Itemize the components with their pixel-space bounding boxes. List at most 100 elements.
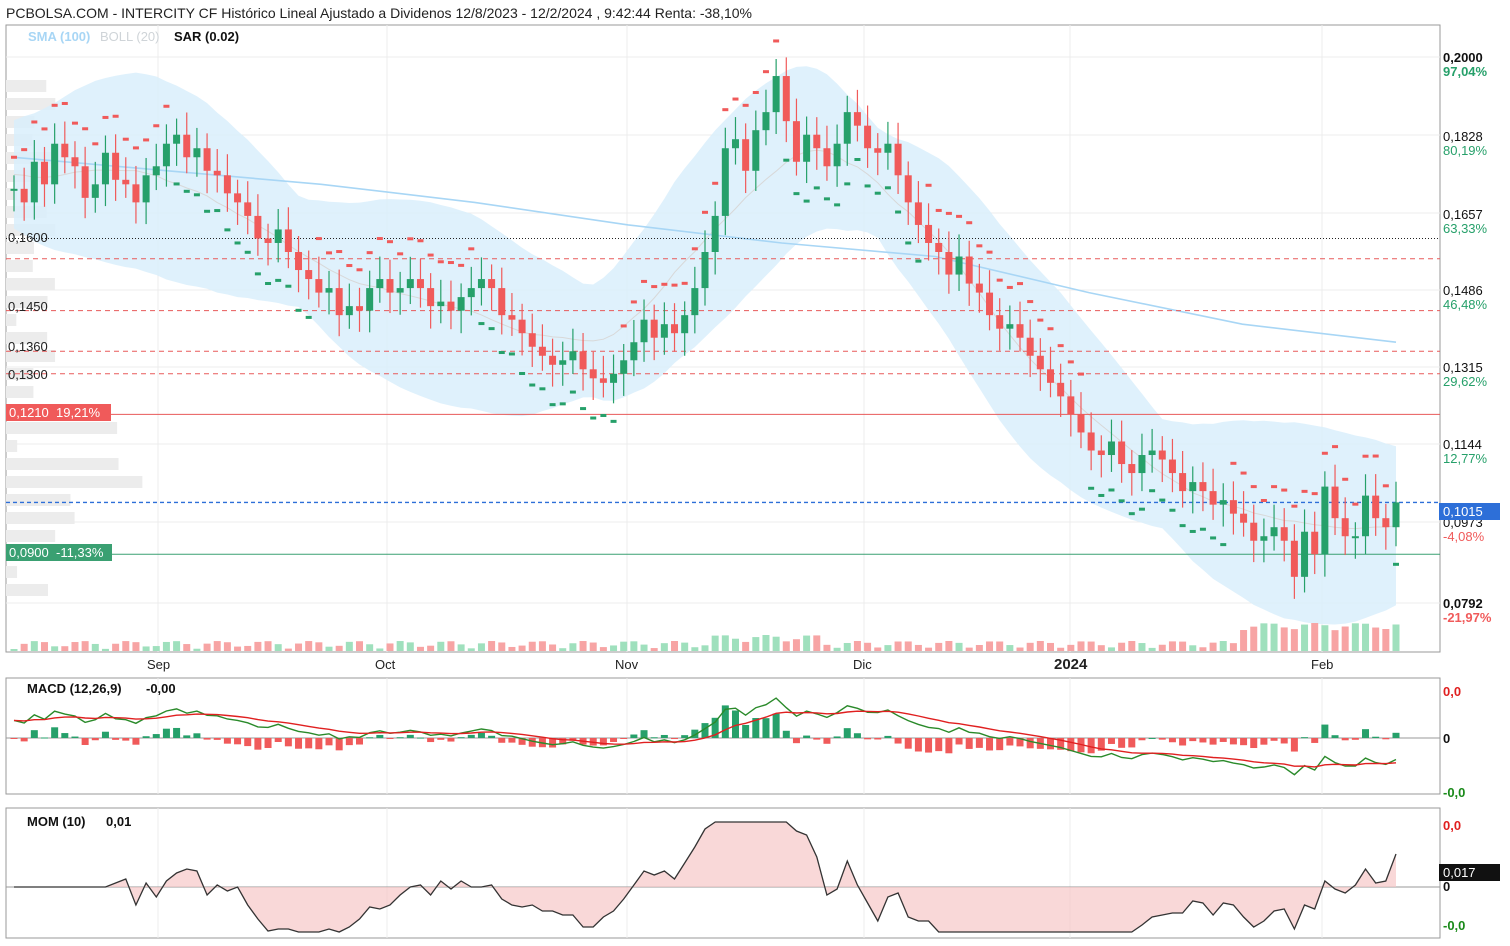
sar-marker [305,315,312,319]
volume-bar [81,641,89,651]
sar-marker [153,124,160,128]
macd-label: MACD (12,26,9) [27,681,122,696]
sar-marker [610,419,617,423]
macd-histogram-bar [1016,738,1024,747]
sar-marker [1199,527,1206,531]
sar-marker [905,241,912,245]
volume-bar [579,641,587,651]
macd-histogram-bar [1057,738,1065,750]
volume-bar [376,648,384,651]
time-tick-feb: Feb [1311,657,1333,672]
volume-bar [1351,623,1359,651]
macd-histogram-bar [122,738,130,741]
candle-body [1097,450,1105,456]
candle-body [254,215,262,239]
candle-body [681,315,689,334]
candle-body [701,251,709,289]
sar-marker [112,114,119,118]
candle-body [112,152,120,180]
candle-body [1240,513,1248,523]
macd-histogram-bar [752,718,760,738]
volume-bar [122,641,130,651]
candle-body [295,251,303,271]
volume-bar [996,641,1004,651]
sar-marker [813,186,820,190]
volume-bar [406,642,414,651]
macd-histogram-bar [488,735,496,738]
candle-body [772,76,780,113]
macd-histogram-bar [569,738,577,741]
price-tick: 0,1657 [1443,207,1483,222]
mom-current-tag [1439,864,1500,881]
macd-histogram-bar [1158,738,1166,740]
volume-bar [508,646,516,651]
price-tick: 0,2000 [1443,50,1483,65]
sar-marker [326,251,333,255]
volume-bar [914,644,922,651]
sar-marker [966,221,973,225]
macd-histogram-bar [498,738,506,743]
macd-histogram-bar [731,710,739,738]
macd-axis-zero: 0 [1443,731,1450,746]
candle-body [162,143,170,167]
volume-bar [366,644,374,651]
candle-body [904,175,912,203]
mom-current: 0,017 [1443,865,1476,880]
sar-marker [31,120,38,124]
sar-marker [1210,536,1217,540]
candle-body [538,346,546,356]
sar-marker [580,407,587,411]
volume-bar [386,643,394,651]
macd-histogram-bar [792,738,800,744]
candle-body [488,279,496,289]
sar-marker [1332,445,1339,449]
volume-bar [1138,643,1146,651]
chart-title: PCBOLSA.COM - INTERCITY CF Histórico Lin… [6,5,753,21]
volume-bar [1392,624,1400,651]
sar-marker [712,181,719,185]
time-tick-sep: Sep [147,657,170,672]
sar-marker [417,239,424,243]
volume-bar [691,647,699,651]
macd-axis-bottom: -0,0 [1443,785,1465,800]
sar-marker [1220,543,1227,547]
volume-bar [295,643,303,651]
volume-bar [843,642,851,651]
support-label: 0,0900 -11,33% [9,545,104,560]
candle-body [467,288,475,298]
candle-body [1260,536,1268,541]
sar-marker [762,70,769,74]
macd-histogram-bar [315,738,323,750]
volume-bar [630,641,638,651]
volume-bar [1128,641,1136,651]
volume-bar [1148,647,1156,651]
volume-bar [1301,624,1309,651]
volume-bar [101,648,109,651]
volume-bar [142,646,150,651]
legend-sar: SAR (0.02) [174,29,239,44]
volume-bar [1026,642,1034,651]
candle-body [71,157,79,167]
current-price-tag [1439,503,1500,520]
macd-histogram-bar [10,738,18,739]
macd-histogram-bar [721,705,729,738]
candle-body [203,148,211,171]
macd-histogram-bar [1097,738,1105,751]
volume-bar [1077,641,1085,651]
macd-histogram-bar [376,734,384,738]
volume-profile-bar [6,584,48,596]
macd-histogram-bar [112,738,120,740]
volume-bar [569,643,577,651]
candle-body [1382,518,1390,528]
volume-bar [549,644,557,651]
candle-body [1290,540,1298,577]
sar-marker [864,184,871,188]
pct-tick: 29,62% [1443,374,1488,389]
sar-marker [1006,285,1013,289]
candle-body [965,256,973,284]
candle-body [630,342,638,361]
volume-profile-bar [6,188,17,200]
sar-marker [1047,327,1054,331]
candle-body [660,324,668,338]
volume-bar [813,635,821,651]
